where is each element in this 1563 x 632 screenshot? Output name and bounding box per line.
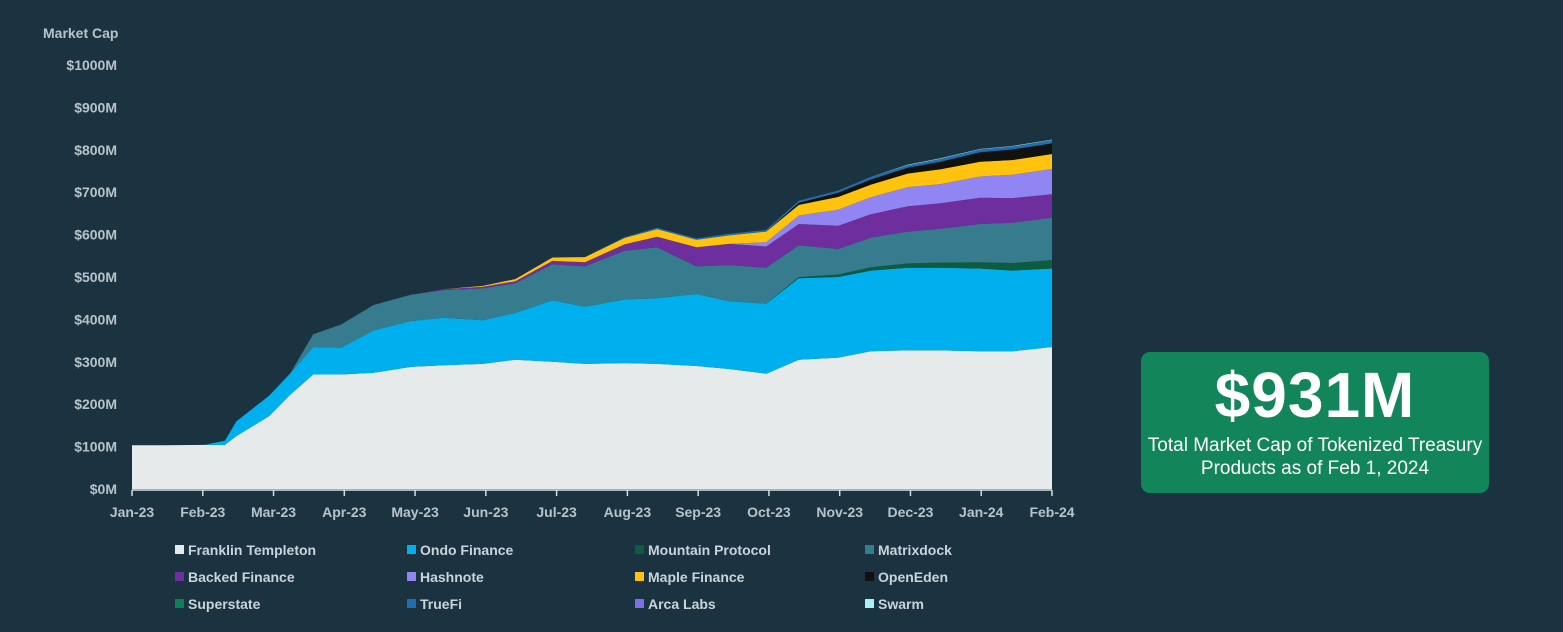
legend-swatch [635,545,644,554]
legend-swatch [865,545,874,554]
legend-swatch [635,572,644,581]
x-tick-label: Mar-23 [251,504,296,520]
legend-item-swarm: Swarm [865,594,1055,613]
x-tick-label: May-23 [391,504,439,520]
legend-swatch [175,599,184,608]
y-tick-label: $900M [74,99,117,115]
legend-item-backed-finance: Backed Finance [175,567,407,586]
x-tick-label: Oct-23 [747,504,791,520]
x-tick-label: Feb-24 [1029,504,1074,520]
area-backed-finance [132,194,1052,446]
x-tick-label: Sep-23 [675,504,721,520]
total-market-cap-caption: Total Market Cap of Tokenized Treasury P… [1147,434,1483,479]
y-tick-label: $1000M [66,57,117,73]
legend-item-openeden: OpenEden [865,567,1055,586]
legend-label: Franklin Templeton [188,541,317,558]
legend-swatch [865,572,874,581]
x-tick-label: Nov-23 [816,504,863,520]
y-tick-label: $200M [74,396,117,412]
legend-label: Arca Labs [648,595,716,612]
legend-label: Swarm [878,595,924,612]
legend-item-arca-labs: Arca Labs [635,594,865,613]
total-market-cap-value: $931M [1214,358,1416,431]
legend-label: TrueFi [420,595,463,612]
x-tick-label: Aug-23 [604,504,652,520]
y-tick-label: $100M [74,439,117,455]
y-tick-label: $0M [90,481,117,497]
x-tick-label: Feb-23 [180,504,225,520]
legend-item-franklin-templeton: Franklin Templeton [175,540,407,559]
legend-swatch [407,572,416,581]
legend-swatch [635,599,644,608]
chart-legend: Franklin Templeton Ondo Finance Mountain P… [175,540,1055,613]
legend-label: Ondo Finance [420,541,514,558]
legend-item-ondo-finance: Ondo Finance [407,540,635,559]
legend-swatch [407,545,416,554]
legend-item-superstate: Superstate [175,594,407,613]
legend-item-mountain-protocol: Mountain Protocol [635,540,865,559]
y-tick-label: $300M [74,354,117,370]
y-tick-label: $400M [74,311,117,327]
y-tick-label: $600M [74,227,117,243]
x-tick-label: Jan-24 [959,504,1004,520]
legend-item-matrixdock: Matrixdock [865,540,1055,559]
legend-label: Mountain Protocol [648,541,771,558]
x-tick-label: Dec-23 [888,504,934,520]
area-matrixdock [132,217,1052,446]
legend-swatch [865,599,874,608]
total-market-cap-callout: $931M Total Market Cap of Tokenized Trea… [1141,352,1489,493]
y-tick-label: $800M [74,142,117,158]
x-tick-label: Jan-23 [110,504,155,520]
area-hashnote [132,168,1052,446]
legend-swatch [175,545,184,554]
area-franklin-templeton [132,347,1052,489]
area-layers [132,139,1052,489]
legend-item-maple-finance: Maple Finance [635,567,865,586]
legend-label: Hashnote [420,568,484,585]
legend-label: Maple Finance [648,568,745,585]
legend-item-truefi: TrueFi [407,594,635,613]
legend-item-hashnote: Hashnote [407,567,635,586]
legend-label: Matrixdock [878,541,952,558]
legend-swatch [407,599,416,608]
x-tick-label: Jun-23 [463,504,508,520]
legend-swatch [175,572,184,581]
y-tick-label: $500M [74,269,117,285]
legend-label: Backed Finance [188,568,295,585]
y-tick-label: $700M [74,184,117,200]
legend-label: Superstate [188,595,261,612]
x-tick-label: Apr-23 [322,504,367,520]
x-tick-label: Jul-23 [536,504,577,520]
legend-label: OpenEden [878,568,949,585]
area-ondo-finance [132,267,1052,446]
y-axis-title: Market Cap [43,25,118,41]
